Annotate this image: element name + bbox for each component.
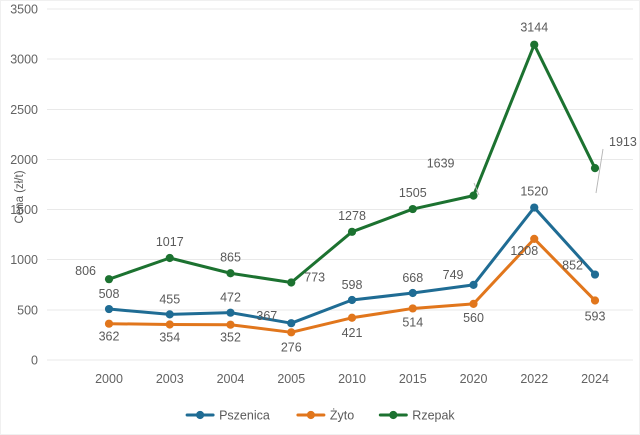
data-label: 1520 — [520, 185, 548, 199]
data-label: 865 — [220, 250, 241, 264]
data-label: 3144 — [520, 21, 548, 35]
data-label: 598 — [342, 278, 363, 292]
data-label: 593 — [585, 310, 606, 324]
data-point-marker[interactable] — [287, 319, 296, 328]
data-label: 1208 — [510, 244, 538, 258]
data-point-marker[interactable] — [104, 304, 114, 314]
data-label: 276 — [281, 340, 302, 354]
data-point-marker[interactable] — [469, 280, 478, 289]
leader-lines-group — [473, 148, 604, 196]
data-labels-group: 508 455 472 367 598 668 749 1520 852 362 354 352 276… — [75, 21, 637, 355]
data-point-marker[interactable] — [408, 304, 417, 313]
data-label: 560 — [463, 311, 484, 325]
data-point-marker[interactable] — [347, 227, 357, 236]
x-category-label: 2022 — [520, 372, 548, 386]
y-axis-title-text: Cena (zł/t) — [14, 170, 26, 223]
data-label: 421 — [342, 326, 363, 340]
data-point-marker[interactable] — [226, 308, 235, 317]
data-point-marker[interactable] — [469, 191, 478, 200]
data-label: 367 — [256, 309, 277, 323]
data-label: 852 — [562, 259, 583, 273]
data-label: 806 — [75, 264, 96, 278]
data-point-marker[interactable] — [165, 310, 174, 319]
data-label: 508 — [99, 287, 120, 301]
y-tick-label: 2500 — [10, 103, 38, 117]
y-tick-label: 2000 — [10, 153, 38, 167]
data-label: 352 — [220, 331, 241, 345]
x-category-label: 2024 — [581, 372, 609, 386]
data-point-marker[interactable] — [530, 40, 539, 49]
label-leader-line — [595, 148, 604, 194]
chart-legend: Pszenica Żyto Rzepak — [185, 409, 455, 423]
x-category-label: 2004 — [217, 372, 245, 386]
gridlines-group — [47, 8, 633, 361]
data-point-marker[interactable] — [590, 270, 600, 279]
data-label: 749 — [443, 268, 464, 282]
legend-label-pszenica[interactable]: Pszenica — [219, 409, 270, 423]
data-label: 1017 — [156, 235, 184, 249]
data-point-marker[interactable] — [104, 275, 114, 284]
data-label: 1278 — [338, 209, 366, 223]
data-label: 354 — [159, 330, 180, 344]
x-category-label: 2005 — [277, 372, 305, 386]
y-tick-label: 3000 — [10, 53, 38, 67]
data-label: 773 — [304, 270, 325, 284]
data-point-marker[interactable] — [104, 319, 114, 328]
y-tick-label: 500 — [17, 303, 38, 317]
data-point-marker[interactable] — [287, 328, 296, 337]
data-point-marker[interactable] — [469, 299, 478, 308]
data-label: 668 — [402, 271, 423, 285]
y-tick-label: 3500 — [10, 3, 38, 17]
data-label: 1913 — [609, 135, 637, 149]
data-point-marker[interactable] — [165, 320, 174, 329]
data-point-marker[interactable] — [347, 313, 357, 322]
x-axis-category-labels: 2000 2003 2004 2005 2010 2015 2020 2022 2024 — [95, 372, 609, 386]
legend-marker-icon — [389, 410, 398, 420]
legend-marker-icon — [306, 410, 315, 420]
data-point-marker[interactable] — [408, 204, 417, 214]
data-point-marker[interactable] — [226, 320, 235, 329]
legend-label-rzepak[interactable]: Rzepak — [412, 409, 455, 423]
data-point-marker[interactable] — [226, 269, 235, 278]
data-label: 1505 — [399, 186, 427, 200]
y-axis-tick-labels: 0 500 1000 1500 2000 2500 3000 3500 — [10, 3, 38, 368]
series-markers-group — [104, 40, 600, 337]
data-point-marker[interactable] — [530, 203, 539, 212]
data-point-marker[interactable] — [590, 296, 600, 305]
data-label: 472 — [220, 291, 241, 305]
y-tick-label: 1500 — [10, 203, 38, 217]
y-tick-label: 0 — [31, 354, 38, 368]
data-point-marker[interactable] — [165, 253, 174, 263]
data-point-marker[interactable] — [287, 278, 296, 287]
x-category-label: 2010 — [338, 372, 366, 386]
x-category-label: 2003 — [156, 372, 184, 386]
data-label: 514 — [402, 315, 423, 329]
y-tick-label: 1000 — [10, 253, 38, 267]
data-label: 1639 — [427, 157, 455, 171]
data-point-marker[interactable] — [590, 164, 600, 173]
data-point-marker[interactable] — [347, 295, 357, 305]
data-point-marker[interactable] — [530, 234, 539, 243]
x-category-label: 2020 — [460, 372, 488, 386]
series-line-pszenica — [107, 206, 597, 325]
legend-label-żyto[interactable]: Żyto — [330, 409, 354, 423]
x-category-label: 2000 — [95, 372, 123, 386]
data-label: 362 — [99, 330, 120, 344]
y-axis-title: Cena (zł/t) — [14, 170, 26, 223]
data-label: 455 — [159, 292, 180, 306]
legend-marker-icon — [196, 410, 205, 420]
x-category-label: 2015 — [399, 372, 427, 386]
label-leader-line — [473, 182, 480, 196]
data-point-marker[interactable] — [408, 288, 417, 298]
